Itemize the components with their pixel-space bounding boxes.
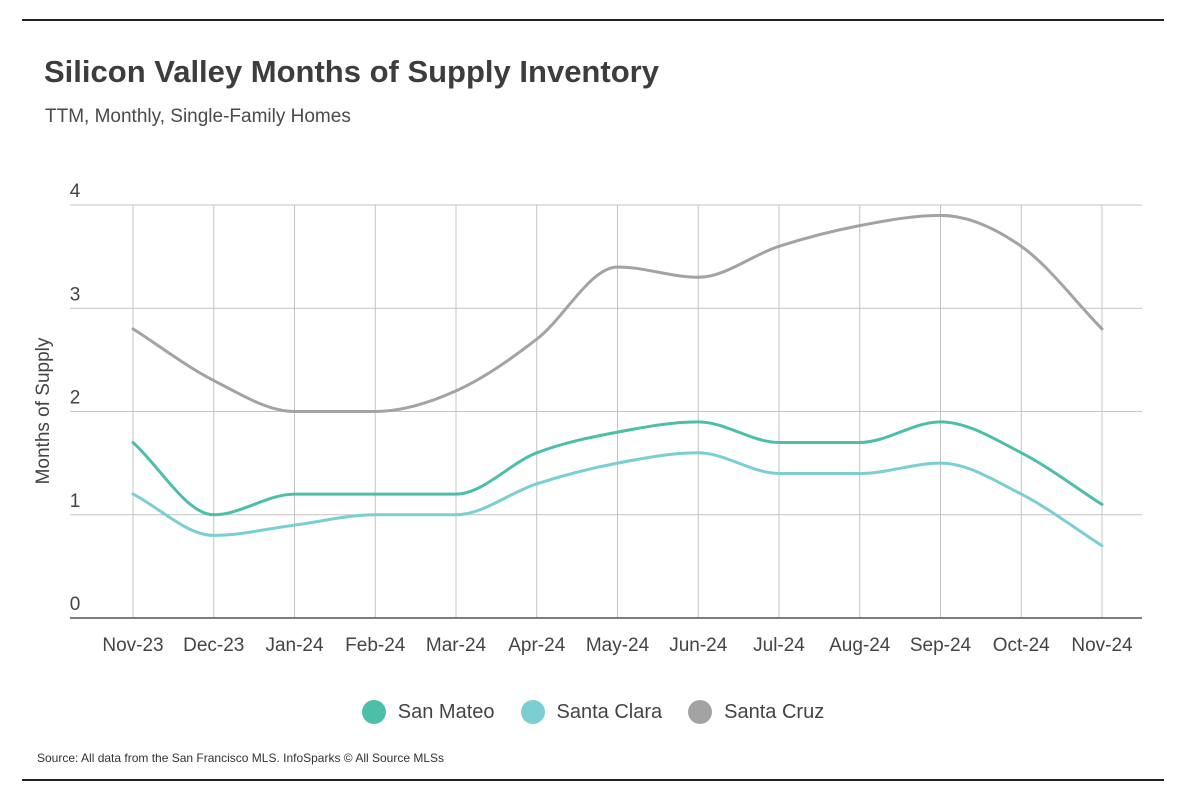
legend-item-santa-cruz: Santa Cruz xyxy=(688,700,824,724)
bottom-rule xyxy=(22,779,1164,781)
legend-marker-san-mateo xyxy=(361,700,386,724)
data-point xyxy=(454,492,458,496)
data-point xyxy=(293,523,297,527)
x-tick-label: Feb-24 xyxy=(345,635,406,656)
data-point xyxy=(373,410,377,414)
data-point xyxy=(131,492,135,496)
chart-legend: San Mateo Santa Clara Santa Cruz xyxy=(0,700,1186,724)
y-tick-label: 2 xyxy=(70,388,81,409)
x-tick-label: Sep-24 xyxy=(910,635,972,656)
data-point xyxy=(535,451,539,455)
y-tick-label: 3 xyxy=(70,284,81,305)
data-point xyxy=(1019,451,1023,455)
data-point xyxy=(293,492,297,496)
data-point xyxy=(212,513,216,517)
x-tick-label: Apr-24 xyxy=(508,635,565,656)
data-point xyxy=(131,327,135,331)
data-point xyxy=(293,410,297,414)
data-point xyxy=(939,213,943,217)
data-point xyxy=(616,461,620,465)
data-point xyxy=(616,430,620,434)
x-tick-label: Aug-24 xyxy=(829,635,891,656)
data-point xyxy=(131,440,135,444)
data-point xyxy=(1019,492,1023,496)
chart-title: Silicon Valley Months of Supply Inventor… xyxy=(44,54,659,89)
y-tick-label: 1 xyxy=(70,491,81,512)
data-point xyxy=(535,482,539,486)
data-point xyxy=(454,389,458,393)
data-point xyxy=(535,337,539,341)
source-note: Source: All data from the San Francisco … xyxy=(37,751,445,765)
x-tick-label: Mar-24 xyxy=(426,635,487,656)
data-point xyxy=(696,420,700,424)
y-tick-label: 0 xyxy=(70,594,81,615)
data-point xyxy=(777,471,781,475)
data-point xyxy=(616,265,620,269)
data-point xyxy=(212,379,216,383)
series-line-san-mateo xyxy=(131,420,1104,517)
legend-label-santa-clara: Santa Clara xyxy=(556,700,663,723)
legend-item-san-mateo: San Mateo xyxy=(361,700,495,724)
data-point xyxy=(696,275,700,279)
data-point xyxy=(212,533,216,537)
x-tick-label: Nov-23 xyxy=(102,635,163,656)
legend-label-san-mateo: San Mateo xyxy=(397,700,495,723)
series-line-santa-cruz xyxy=(131,213,1104,414)
legend-label-santa-cruz: Santa Cruz xyxy=(724,700,825,723)
data-point xyxy=(939,461,943,465)
data-point xyxy=(454,513,458,517)
y-axis-label: Months of Supply xyxy=(33,337,54,485)
x-tick-label: Dec-23 xyxy=(183,635,244,656)
x-tick-label: May-24 xyxy=(586,635,650,656)
y-tick-label: 4 xyxy=(70,181,81,202)
data-point xyxy=(858,471,862,475)
data-point xyxy=(373,492,377,496)
series-line-santa-clara xyxy=(131,451,1104,548)
data-point xyxy=(858,440,862,444)
legend-item-santa-clara: Santa Clara xyxy=(520,700,663,724)
line-chart: 0 1 2 3 4 Nov-23 Dec-23 Jan-24 Feb-24 Mar-24 Apr-2… xyxy=(70,181,1142,656)
x-tick-label: Oct-24 xyxy=(993,635,1050,656)
top-rule xyxy=(22,19,1164,21)
data-point xyxy=(1100,502,1104,506)
legend-marker-santa-cruz xyxy=(688,700,713,724)
data-point xyxy=(939,420,943,424)
x-tick-label: Jul-24 xyxy=(753,635,805,656)
data-point xyxy=(1019,244,1023,248)
data-point xyxy=(373,513,377,517)
legend-marker-santa-clara xyxy=(520,700,545,724)
data-point xyxy=(777,440,781,444)
data-point xyxy=(696,451,700,455)
data-point xyxy=(1100,327,1104,331)
x-tick-label: Jun-24 xyxy=(669,635,728,656)
x-tick-label: Nov-24 xyxy=(1071,635,1133,656)
data-point xyxy=(777,244,781,248)
x-tick-label: Jan-24 xyxy=(265,635,324,656)
data-point xyxy=(1100,544,1104,548)
chart-subtitle: TTM, Monthly, Single-Family Homes xyxy=(45,106,351,127)
data-point xyxy=(858,224,862,228)
